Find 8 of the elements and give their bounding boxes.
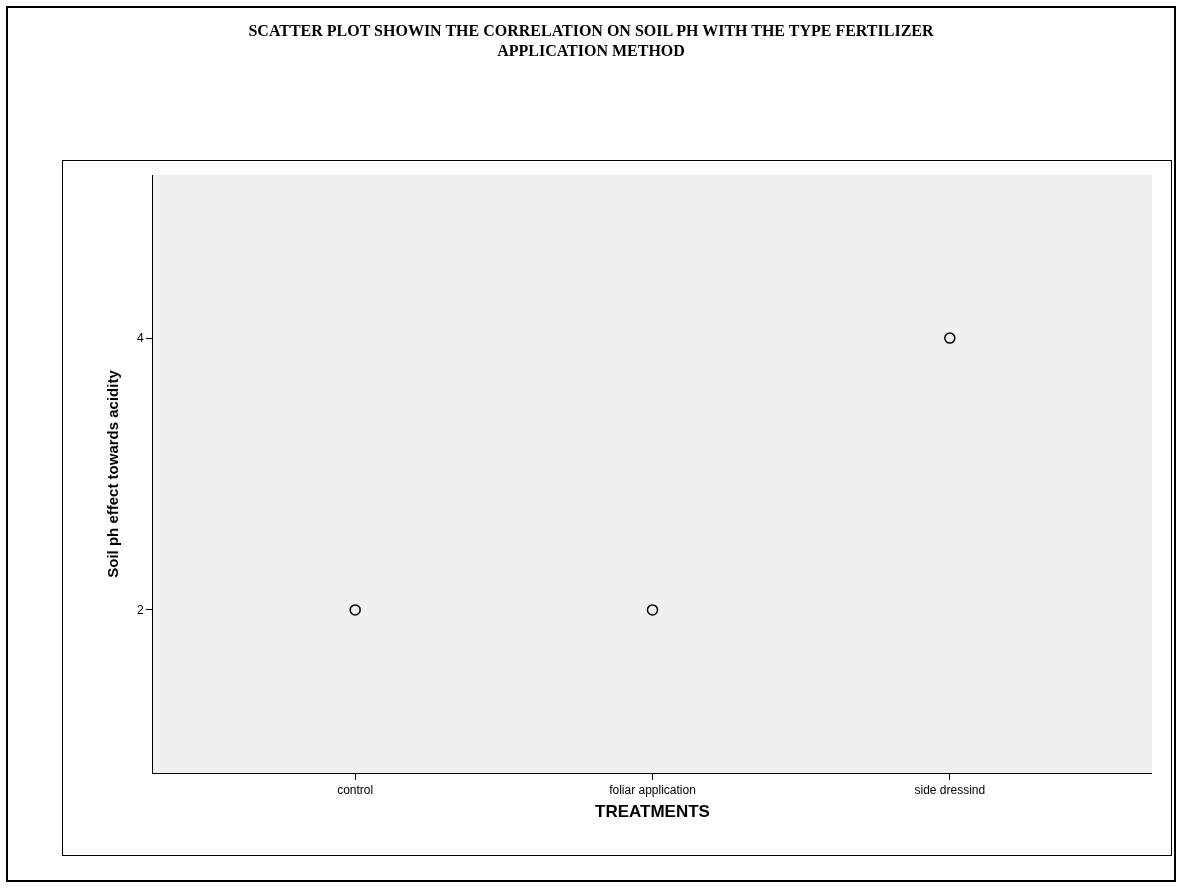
x-axis-title: TREATMENTS bbox=[595, 801, 710, 821]
x-tick-label: control bbox=[337, 783, 374, 798]
y-tick-label: 2 bbox=[136, 603, 144, 618]
x-tick-label: foliar application bbox=[609, 783, 696, 798]
y-tick-label: 4 bbox=[136, 331, 144, 346]
y-axis-title: Soil ph effect towards acidity bbox=[104, 369, 122, 578]
chart-title: SCATTER PLOT SHOWIN THE CORRELATION ON SOIL PH WITH THE TYPE FERTILIZER APPLICATION METHOD bbox=[248, 21, 934, 60]
x-tick-label: side dressind bbox=[914, 783, 986, 798]
